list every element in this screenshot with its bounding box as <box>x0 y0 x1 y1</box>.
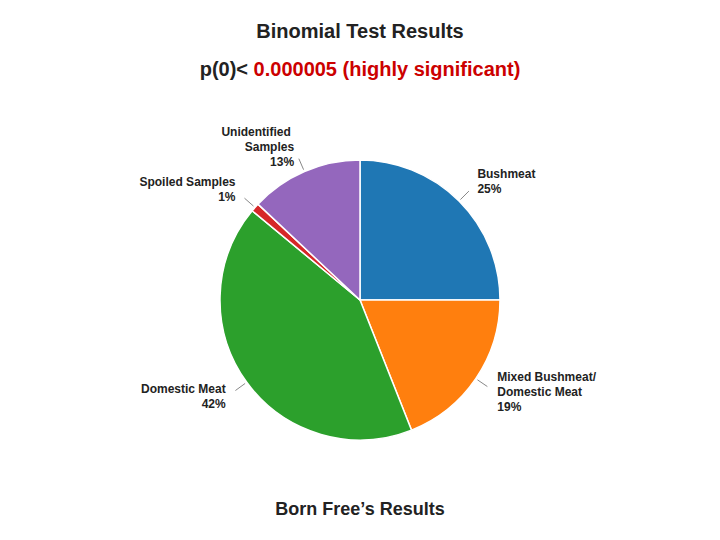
leader-line <box>477 380 487 387</box>
category-label-line: Spoiled Samples <box>139 175 235 189</box>
category-label-line: Mixed Bushmeat/ <box>497 370 596 384</box>
data-label: 19% <box>497 400 521 414</box>
data-label: 25% <box>477 182 501 196</box>
slice <box>258 160 360 300</box>
leader-line <box>299 159 304 170</box>
leader-line <box>244 198 253 206</box>
pie <box>220 160 500 440</box>
title: Binomial Test Results <box>256 20 463 42</box>
data-label: 13% <box>270 155 294 169</box>
chart: Binomial Test Resultsp(0)< 0.000005 (hig… <box>0 0 720 540</box>
category-label: Bushmeat <box>477 167 535 181</box>
annotation: p(0)< <box>200 58 254 80</box>
category-label: Domestic Meat <box>141 382 226 396</box>
subtitle: Born Free’s Results <box>275 499 444 519</box>
data-label: 1% <box>218 190 236 204</box>
background <box>0 0 720 540</box>
category-label: Mixed Bushmeat/Domestic Meat <box>497 370 596 399</box>
category-label-line: Domestic Meat <box>497 385 582 399</box>
category-label-line: Bushmeat <box>477 167 535 181</box>
category-label-line: Domestic Meat <box>141 382 226 396</box>
leader-line <box>235 383 245 390</box>
annotation: 0.000005 (highly significant) <box>254 58 521 80</box>
data-label: 42% <box>202 397 226 411</box>
category-label: Unidentified Samples <box>221 125 294 154</box>
category-label-line: Samples <box>245 140 295 154</box>
title-line: p(0)< 0.000005 (highly significant) <box>200 58 521 80</box>
category-label: Spoiled Samples <box>139 175 235 189</box>
leader-line <box>460 191 468 199</box>
category-label-line: Unidentified <box>221 125 294 139</box>
labels: Bushmeat25%Mixed Bushmeat/Domestic Meat1… <box>139 125 596 415</box>
